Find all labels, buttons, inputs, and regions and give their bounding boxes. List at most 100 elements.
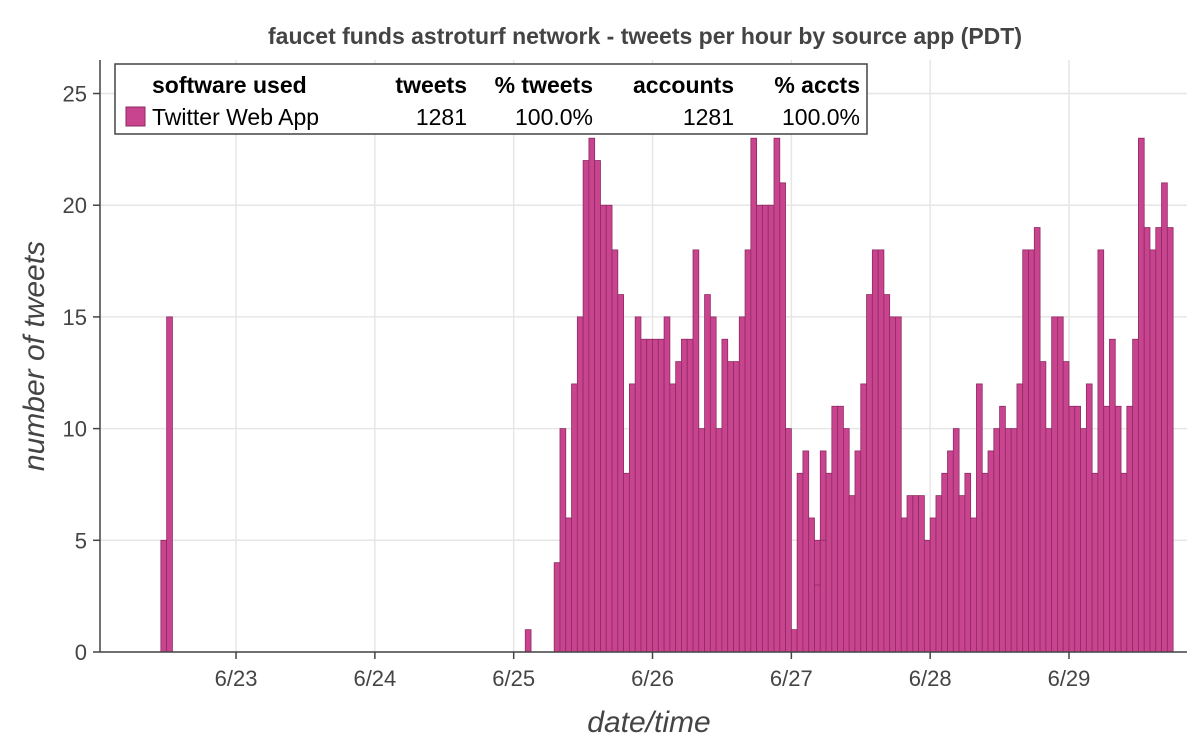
bar xyxy=(600,204,607,653)
legend-pct-accts-value: 100.0% xyxy=(782,104,860,130)
x-tick-label: 6/24 xyxy=(353,666,396,691)
bar xyxy=(918,495,925,653)
bar xyxy=(704,294,711,653)
bar xyxy=(843,428,850,653)
bar xyxy=(866,294,873,653)
bar xyxy=(623,472,630,653)
bar xyxy=(814,584,821,653)
bar xyxy=(1085,383,1093,653)
chart-title: faucet funds astroturf network - tweets … xyxy=(268,23,1022,49)
legend-series-name: Twitter Web App xyxy=(152,104,319,130)
bar xyxy=(571,383,578,653)
bar xyxy=(617,294,625,653)
bar xyxy=(733,361,740,653)
bar xyxy=(1057,316,1064,653)
bar xyxy=(594,160,601,653)
legend-swatch xyxy=(125,106,146,127)
legend-header-accounts: accounts xyxy=(633,72,734,98)
bar xyxy=(1033,227,1041,653)
bar xyxy=(675,361,682,653)
legend-tweets-value: 1281 xyxy=(416,104,467,130)
bar xyxy=(941,472,948,653)
bar xyxy=(1166,227,1174,653)
bar xyxy=(611,249,619,653)
y-tick-label: 20 xyxy=(63,193,87,218)
bar xyxy=(652,338,659,653)
bar xyxy=(854,450,862,653)
bar xyxy=(524,629,532,653)
bar xyxy=(871,249,879,653)
bar xyxy=(779,182,786,653)
bar xyxy=(1149,249,1157,653)
x-tick-label: 6/25 xyxy=(492,666,535,691)
bar xyxy=(657,338,665,653)
bar xyxy=(1080,428,1087,653)
bar xyxy=(1109,338,1116,653)
legend-header-software: software used xyxy=(152,72,307,98)
y-tick-label: 0 xyxy=(75,640,87,665)
bar xyxy=(605,204,613,653)
bar xyxy=(981,472,989,653)
y-tick-label: 15 xyxy=(63,305,87,330)
x-tick-label: 6/26 xyxy=(631,666,674,691)
bar xyxy=(900,517,908,653)
bar xyxy=(1068,405,1076,653)
bar xyxy=(715,428,723,653)
bar xyxy=(964,472,972,653)
bar xyxy=(1062,361,1070,653)
legend-pct-tweets-value: 100.0% xyxy=(515,104,593,130)
bar xyxy=(929,517,937,653)
bar xyxy=(976,383,983,653)
bar xyxy=(1132,338,1139,653)
bar xyxy=(819,539,827,653)
x-tick-label: 6/29 xyxy=(1048,666,1091,691)
bar xyxy=(762,204,769,653)
bar xyxy=(698,428,705,653)
y-tick-label: 10 xyxy=(63,417,87,442)
bar xyxy=(634,316,642,653)
bar xyxy=(727,361,734,653)
bar xyxy=(553,562,561,653)
legend-header-tweets: tweets xyxy=(395,72,467,98)
bar xyxy=(1161,182,1168,653)
bar xyxy=(166,316,173,653)
bar xyxy=(935,495,943,653)
legend: software used tweets % tweets accounts %… xyxy=(114,63,868,135)
bar xyxy=(1126,405,1134,653)
bar xyxy=(1138,137,1145,653)
bar xyxy=(1022,249,1029,653)
bar xyxy=(646,338,653,653)
bar xyxy=(958,495,966,653)
bar xyxy=(808,517,815,653)
bar xyxy=(1143,227,1151,653)
bar xyxy=(1004,428,1012,653)
bar xyxy=(790,629,798,653)
bar xyxy=(588,137,596,653)
bar xyxy=(883,294,891,653)
bar xyxy=(923,539,931,653)
bar xyxy=(848,495,856,653)
bar xyxy=(576,316,584,653)
bar xyxy=(1155,227,1162,653)
bar xyxy=(802,450,810,653)
bar xyxy=(1074,405,1081,653)
bar xyxy=(709,316,717,653)
bar xyxy=(559,428,567,653)
x-tick-label: 6/27 xyxy=(770,666,813,691)
bar xyxy=(738,316,746,653)
bar xyxy=(1097,249,1105,653)
bar xyxy=(582,160,590,653)
bar xyxy=(1016,383,1024,653)
bar xyxy=(1120,472,1128,653)
bar xyxy=(767,204,775,653)
bar xyxy=(860,383,867,653)
bar xyxy=(773,137,781,653)
legend-header-pct-tweets: % tweets xyxy=(495,72,593,98)
bar xyxy=(1114,405,1122,653)
legend-header-pct-accts: % accts xyxy=(774,72,860,98)
bar xyxy=(686,338,694,653)
bar xyxy=(993,428,1000,653)
legend-box xyxy=(114,63,868,135)
